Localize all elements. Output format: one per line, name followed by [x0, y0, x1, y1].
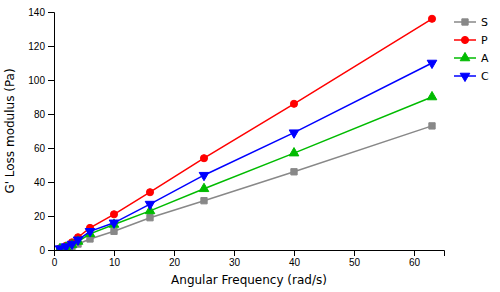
x-tick-label: 40	[289, 257, 301, 268]
x-tick-mark	[294, 250, 295, 256]
series-point	[429, 123, 435, 129]
series-point	[428, 15, 435, 22]
x-tick-label: 30	[229, 257, 241, 268]
y-tick-label: 40	[34, 177, 46, 188]
series-point	[201, 198, 207, 204]
series	[56, 15, 435, 250]
x-tick-label: 20	[169, 257, 181, 268]
legend-item: S	[454, 16, 488, 29]
x-tick: 40	[289, 250, 301, 268]
y-tick-mark	[48, 46, 54, 47]
x-tick-mark	[174, 250, 175, 256]
series-point	[199, 183, 209, 191]
x-tick-label: 10	[109, 257, 121, 268]
y-tick-mark	[48, 250, 54, 251]
series-point	[110, 211, 117, 218]
y-tick-mark	[48, 182, 54, 183]
x-tick-mark	[354, 250, 355, 256]
legend-item: C	[454, 70, 489, 83]
series-line	[60, 19, 432, 249]
y-tick-label: 0	[39, 245, 45, 256]
series	[55, 60, 437, 250]
y-tick: 60	[34, 143, 54, 154]
y-tick: 80	[34, 109, 54, 120]
x-tick-label: 0	[52, 257, 58, 268]
y-tick-label: 140	[28, 7, 45, 18]
x-axis-line	[55, 251, 445, 257]
y-tick-label: 20	[34, 211, 46, 222]
chart: 0 10 20 30 40 50 60 0 20 40 60 80 100 120 140 Angular F…	[0, 0, 500, 292]
series-point	[146, 189, 153, 196]
series-point	[73, 237, 83, 245]
legend-item: A	[454, 52, 489, 65]
series-point	[85, 229, 95, 237]
legend-label: P	[481, 34, 488, 47]
y-tick-mark	[48, 114, 54, 115]
series-point	[199, 172, 209, 180]
plot: 0 10 20 30 40 50 60 0 20 40 60 80 100 120 140	[28, 7, 444, 268]
y-tick-label: 120	[28, 41, 45, 52]
y-axis-title: G' Loss modulus (Pa)	[3, 68, 17, 193]
marks	[55, 15, 437, 250]
y-axis: 0 20 40 60 80 100 120 140	[28, 7, 54, 256]
series-point	[289, 130, 299, 138]
x-tick: 0	[52, 250, 58, 268]
series	[57, 123, 435, 250]
x-tick: 30	[229, 250, 241, 268]
x-tick-mark	[234, 250, 235, 256]
x-tick-label: 60	[409, 257, 421, 268]
series-point	[145, 201, 155, 209]
series-point	[427, 91, 437, 99]
x-tick-mark	[414, 250, 415, 256]
x-tick: 60	[409, 250, 421, 268]
y-tick: 120	[28, 41, 54, 52]
series-point	[291, 169, 297, 175]
x-axis-title: Angular Frequency (rad/s)	[171, 273, 327, 287]
x-axis: 0 10 20 30 40 50 60	[52, 250, 445, 268]
series-point	[289, 148, 299, 156]
legend: SPAC	[454, 16, 489, 83]
series-point	[200, 155, 207, 162]
series-line	[60, 126, 432, 249]
y-tick: 140	[28, 7, 54, 18]
y-tick: 0	[39, 245, 54, 256]
y-tick-mark	[48, 80, 54, 81]
series	[55, 91, 437, 250]
legend-symbol	[461, 36, 468, 43]
y-tick-mark	[48, 216, 54, 217]
legend-label: C	[481, 70, 489, 83]
y-tick: 100	[28, 75, 54, 86]
legend-label: S	[481, 16, 488, 29]
x-tick: 10	[109, 250, 121, 268]
legend-label: A	[481, 52, 489, 65]
y-tick: 40	[34, 177, 54, 188]
series-point	[109, 220, 119, 228]
x-tick-mark	[114, 250, 115, 256]
x-tick: 20	[169, 250, 181, 268]
y-tick: 20	[34, 211, 54, 222]
legend-symbol	[460, 73, 470, 81]
y-axis-line	[48, 13, 55, 251]
series-point	[427, 60, 437, 68]
series-line	[60, 97, 432, 249]
series-line	[60, 63, 432, 249]
y-tick-label: 60	[34, 143, 46, 154]
x-tick-label: 50	[349, 257, 361, 268]
series-point	[147, 215, 153, 221]
x-tick: 50	[349, 250, 361, 268]
y-tick-label: 80	[34, 109, 46, 120]
legend-symbol	[462, 19, 468, 25]
y-tick-mark	[48, 148, 54, 149]
legend-symbol	[460, 52, 470, 60]
series-point	[85, 228, 95, 236]
y-tick-label: 100	[28, 75, 45, 86]
series-point	[67, 241, 77, 249]
y-tick-mark	[48, 12, 54, 13]
legend-item: P	[454, 34, 488, 47]
series-point	[290, 100, 297, 107]
